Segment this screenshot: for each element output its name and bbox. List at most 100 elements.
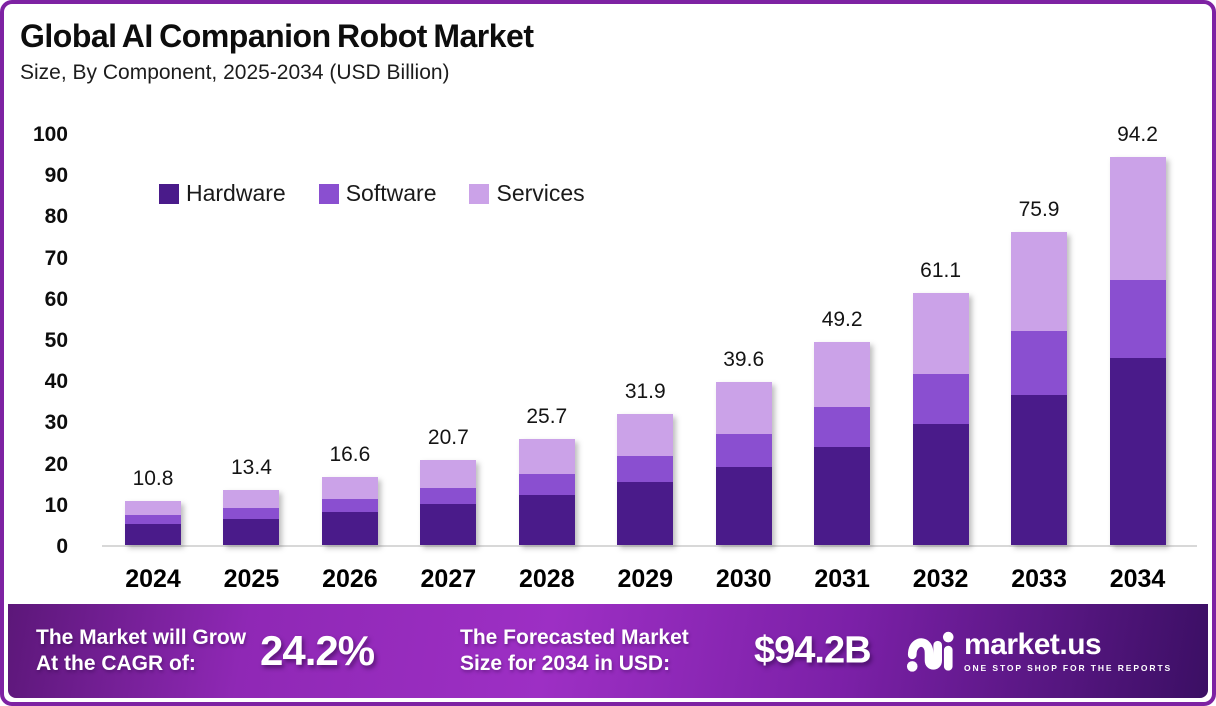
total-label-2033: 75.9	[1018, 198, 1060, 222]
bar-2024-software-segment	[125, 515, 181, 524]
bar-2034	[1109, 156, 1166, 545]
forecast-value: $94.2B	[754, 629, 872, 672]
bar-2028-hardware-segment	[518, 494, 575, 545]
bar-2034-services-segment	[1109, 156, 1166, 280]
bar-2030-services-segment	[715, 381, 772, 435]
bar-2027-software-segment	[420, 487, 477, 505]
x-label-2031: 2031	[814, 565, 870, 593]
software-swatch-icon	[318, 183, 339, 204]
y-tick-60: 60	[44, 287, 68, 311]
bar-2032-software-segment	[912, 374, 969, 424]
logo-tagline: ONE STOP SHOP FOR THE REPORTS	[964, 662, 1173, 673]
bar-2030	[715, 381, 772, 545]
bar-2032-services-segment	[912, 293, 969, 375]
y-tick-20: 20	[44, 452, 68, 476]
bar-2029	[617, 413, 674, 545]
bar-2028	[518, 439, 575, 545]
y-tick-10: 10	[44, 493, 68, 517]
bar-2026-software-segment	[321, 498, 378, 513]
chart-title: Global AI Companion Robot Market	[20, 18, 534, 54]
x-label-2029: 2029	[617, 565, 674, 593]
legend-label-software: Software	[345, 180, 437, 206]
bar-2029-hardware-segment	[617, 481, 674, 545]
bar-2033-software-segment	[1011, 331, 1068, 396]
forecast-label-line2: Size for 2034 in USD:	[460, 652, 671, 675]
bar-2025	[223, 489, 280, 545]
plot-area: 10.8 2024 13.4 2025 16.6 2026 20.7 2027 25.7 2028…	[102, 123, 1197, 593]
y-tick-70: 70	[44, 246, 68, 270]
legend-label-services: Services	[496, 180, 585, 206]
total-label-2032: 61.1	[920, 259, 962, 283]
legend-item-services: Services	[469, 180, 585, 207]
bar-2026	[321, 476, 378, 545]
bar-2027	[420, 459, 477, 545]
forecast-label-line1: The Forecasted Market	[460, 626, 689, 649]
x-label-2033: 2033	[1011, 565, 1067, 593]
x-label-2027: 2027	[420, 565, 477, 593]
y-axis: 0 10 20 30 40 50 60 70 80 90 100	[4, 4, 68, 604]
bar-2025-hardware-segment	[223, 519, 280, 545]
bar-2026-hardware-segment	[321, 512, 378, 545]
bar-2031-software-segment	[814, 406, 871, 448]
bar-2032	[912, 293, 969, 545]
total-label-2034: 94.2	[1117, 122, 1158, 146]
bar-2029-software-segment	[617, 455, 674, 482]
total-label-2029: 31.9	[624, 379, 666, 403]
legend-item-hardware: Hardware	[159, 180, 286, 207]
x-label-2025: 2025	[223, 565, 280, 593]
chart-header: Global AI Companion Robot Market Size, B…	[20, 18, 534, 85]
bar-2034-software-segment	[1109, 279, 1166, 358]
bar-2024	[125, 500, 181, 545]
x-label-2026: 2026	[322, 565, 378, 593]
x-label-2024: 2024	[125, 565, 181, 593]
bar-2031-hardware-segment	[814, 447, 871, 545]
bar-2024-hardware-segment	[125, 523, 181, 545]
y-tick-0: 0	[56, 535, 68, 558]
legend-label-hardware: Hardware	[186, 180, 286, 206]
forecast-label: The Forecasted Market Size for 2034 in U…	[460, 625, 689, 677]
total-label-2026: 16.6	[329, 442, 371, 466]
footer-banner: The Market will Grow At the CAGR of: 24.…	[8, 604, 1208, 698]
chart-subtitle: Size, By Component, 2025-2034 (USD Billi…	[20, 61, 450, 84]
cagr-label: The Market will Grow At the CAGR of:	[36, 625, 246, 677]
bar-2025-software-segment	[223, 508, 280, 520]
y-tick-30: 30	[44, 411, 68, 435]
y-tick-100: 100	[32, 123, 68, 146]
total-label-2027: 20.7	[427, 425, 469, 449]
y-tick-40: 40	[44, 370, 68, 394]
bar-2027-hardware-segment	[420, 504, 477, 545]
x-label-2030: 2030	[715, 565, 772, 593]
bar-2029-services-segment	[617, 413, 674, 456]
services-swatch-icon	[469, 183, 490, 204]
total-label-2028: 25.7	[526, 405, 568, 429]
total-label-2031: 49.2	[821, 308, 863, 332]
y-tick-50: 50	[44, 329, 68, 352]
bar-2025-services-segment	[223, 489, 280, 509]
cagr-value: 24.2%	[260, 627, 375, 674]
bar-2033-services-segment	[1011, 232, 1068, 332]
bar-2024-services-segment	[125, 500, 181, 516]
bar-2031	[814, 342, 871, 545]
total-label-2030: 39.6	[723, 347, 765, 371]
marketus-logo: market.us ONE STOP SHOP FOR THE REPORTS	[906, 628, 1172, 674]
bar-2028-software-segment	[518, 474, 575, 495]
x-label-2034: 2034	[1109, 565, 1166, 593]
bar-2027-services-segment	[420, 459, 477, 488]
hardware-swatch-icon	[159, 183, 179, 204]
legend: Hardware Software Services	[159, 180, 585, 207]
bar-2032-hardware-segment	[912, 423, 969, 545]
bar-2033-hardware-segment	[1011, 395, 1068, 545]
total-label-2024: 10.8	[132, 466, 174, 490]
cagr-label-line1: The Market will Grow	[36, 626, 247, 649]
bar-2033	[1011, 232, 1068, 545]
logo-name: market.us	[964, 627, 1102, 661]
cagr-label-line2: At the CAGR of:	[36, 652, 196, 675]
total-label-2025: 13.4	[231, 455, 272, 479]
y-tick-80: 80	[44, 205, 68, 229]
x-label-2028: 2028	[518, 565, 575, 593]
marketus-logo-icon	[906, 631, 954, 672]
legend-item-software: Software	[318, 180, 437, 207]
bar-2030-software-segment	[715, 434, 772, 467]
bar-2034-hardware-segment	[1109, 357, 1166, 545]
